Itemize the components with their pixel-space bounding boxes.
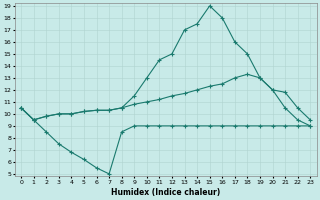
- X-axis label: Humidex (Indice chaleur): Humidex (Indice chaleur): [111, 188, 220, 197]
